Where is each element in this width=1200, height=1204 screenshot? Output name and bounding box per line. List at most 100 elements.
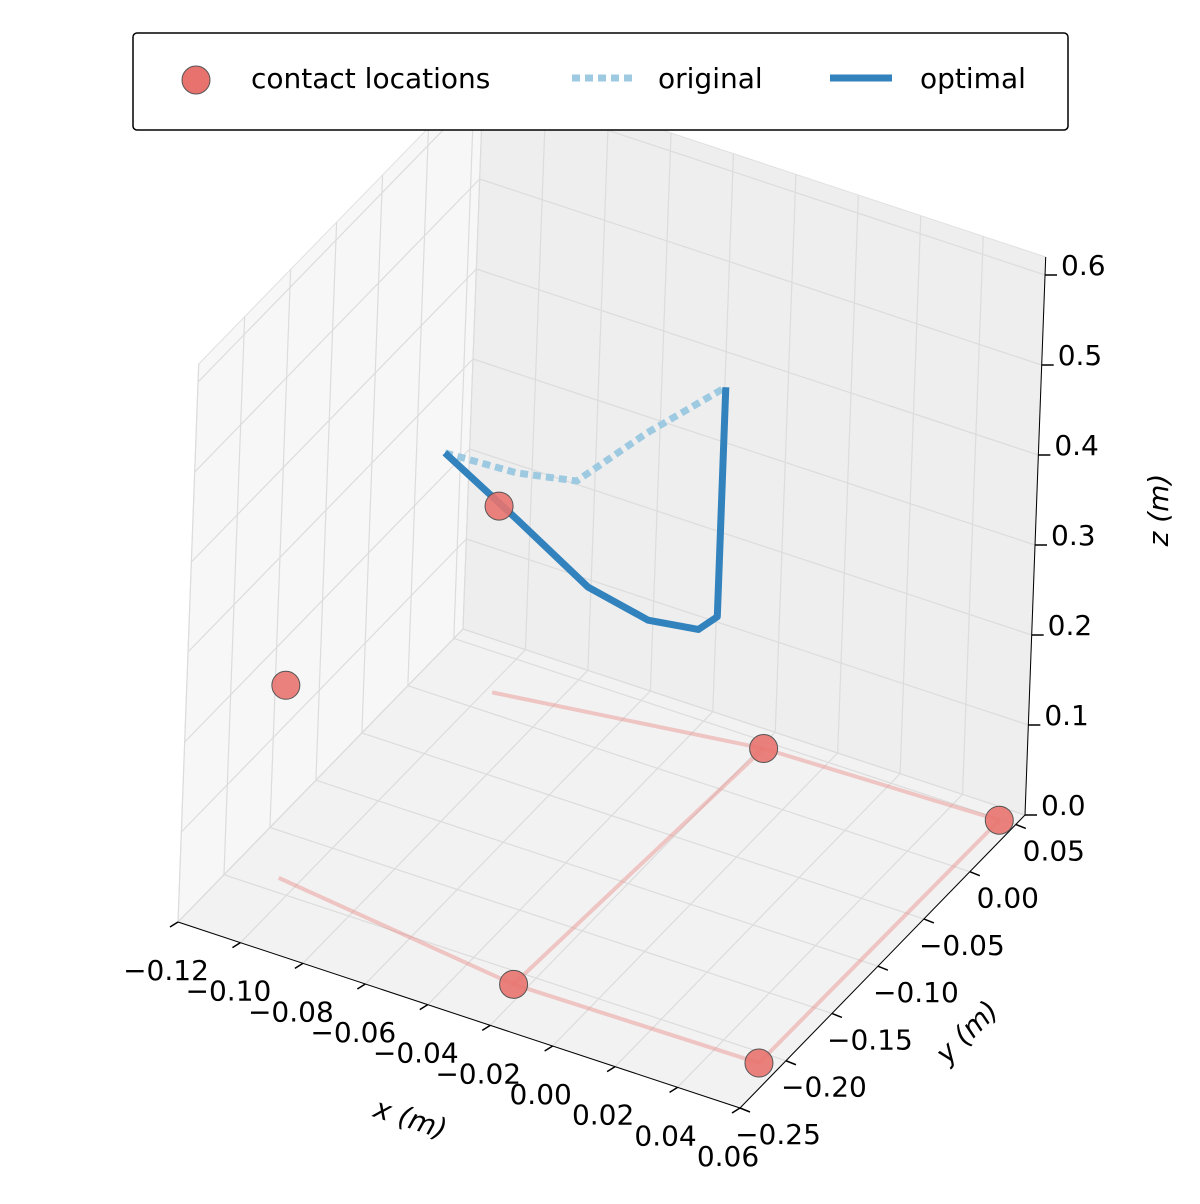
grid-line: [462, 628, 1026, 816]
grid-line: [315, 779, 879, 967]
tick-mark: [877, 965, 889, 971]
x-axis-label: x (m): [369, 1091, 451, 1146]
grid-line: [774, 174, 797, 733]
support-edge: [512, 982, 760, 1065]
legend-marker: [181, 65, 211, 95]
grid-line: [407, 685, 971, 873]
z-tick-label: 0.4: [1054, 429, 1099, 462]
x-tick-label: −0.12: [123, 954, 209, 987]
legend-label: optimal: [920, 62, 1026, 95]
x-tick-label: −0.06: [310, 1016, 396, 1049]
grid-line: [184, 448, 471, 743]
z-tick-label: 0.5: [1058, 339, 1103, 372]
grid-line: [190, 268, 477, 563]
grid-line: [187, 358, 474, 653]
grid-line: [677, 793, 963, 1088]
tick-mark: [544, 1045, 554, 1052]
x-tick-label: 0.02: [572, 1099, 634, 1132]
grid-line: [961, 236, 984, 795]
axis-line: [739, 814, 1026, 1109]
grid-line: [472, 358, 1036, 546]
grid-line: [837, 194, 859, 754]
tick-mark: [1015, 823, 1027, 830]
contact-point: [484, 491, 514, 521]
x-tick-label: −0.02: [435, 1057, 521, 1090]
grid-line: [240, 649, 526, 944]
y-tick-label: 0.05: [1023, 834, 1085, 867]
grid-line: [315, 222, 338, 781]
grid-line: [462, 70, 485, 630]
grid-line: [524, 91, 547, 650]
grid-line: [197, 88, 484, 383]
y-tick-label: 0.00: [977, 882, 1039, 915]
support-edge: [491, 690, 765, 751]
grid-line: [453, 637, 1016, 826]
trajectory: [443, 384, 728, 485]
tick-mark: [294, 962, 304, 969]
x-tick-label: 0.00: [509, 1078, 571, 1111]
grid-line: [361, 174, 384, 733]
contact-point: [271, 670, 301, 700]
z-tick-label: 0.1: [1044, 699, 1089, 732]
axis-line: [1024, 256, 1047, 816]
panes: [177, 69, 1047, 1109]
z-tick-label: 0.3: [1051, 519, 1096, 552]
grid-line: [361, 732, 925, 920]
x-tick-label: −0.04: [373, 1037, 459, 1070]
trajectory: [442, 387, 730, 633]
grid-line: [552, 752, 839, 1047]
tick-mark: [606, 1066, 616, 1073]
grid-line: [453, 80, 476, 639]
tick-mark: [169, 921, 179, 928]
grid-line: [194, 178, 481, 473]
legend-label: original: [658, 62, 763, 95]
y-tick-label: −0.10: [873, 976, 959, 1009]
grid-line: [223, 316, 246, 875]
grid-line: [427, 711, 714, 1006]
y-tick-label: −0.20: [781, 1071, 867, 1104]
grid-line: [649, 132, 672, 692]
grid-line: [364, 690, 651, 985]
axis-line: [177, 921, 741, 1109]
grid-line: [489, 731, 776, 1026]
grid-line: [302, 669, 589, 964]
tick-mark: [481, 1024, 491, 1031]
z-tick-label: 0.2: [1048, 609, 1093, 642]
tick-mark: [831, 1012, 843, 1019]
support-edge: [757, 818, 1001, 1065]
y-tick-label: −0.05: [919, 929, 1005, 962]
tick-mark: [969, 871, 981, 877]
grid-line: [476, 268, 1039, 456]
y-tick-label: −0.25: [735, 1118, 821, 1151]
z-axis-label: z (m): [1142, 474, 1175, 548]
grid-line: [269, 269, 292, 828]
contact-point: [499, 969, 529, 999]
x-tick-label: 0.04: [634, 1119, 696, 1152]
contact-point: [749, 733, 779, 763]
tick-mark: [785, 1060, 797, 1066]
tick-mark: [669, 1086, 678, 1093]
contact-point: [744, 1048, 774, 1078]
grid-line: [614, 773, 901, 1068]
grid-line: [269, 826, 833, 1015]
grid-line: [466, 538, 1029, 726]
support-edge: [512, 747, 766, 986]
tick-mark: [356, 983, 366, 990]
x-tick-label: −0.10: [186, 975, 272, 1008]
grid-line: [177, 363, 200, 923]
grid-line: [180, 538, 467, 833]
grid-line: [587, 112, 610, 671]
support-edge: [763, 746, 1000, 823]
x-tick-label: −0.08: [248, 995, 334, 1028]
grid-line: [407, 127, 430, 686]
contact-point: [984, 805, 1014, 835]
grid-line: [899, 215, 922, 774]
tick-mark: [731, 1107, 741, 1114]
tick-mark: [739, 1107, 751, 1113]
tick-mark: [419, 1004, 429, 1011]
grid-line: [223, 874, 787, 1062]
y-tick-label: −0.15: [827, 1023, 913, 1056]
legend-label: contact locations: [251, 62, 490, 95]
support-edge: [277, 876, 515, 987]
